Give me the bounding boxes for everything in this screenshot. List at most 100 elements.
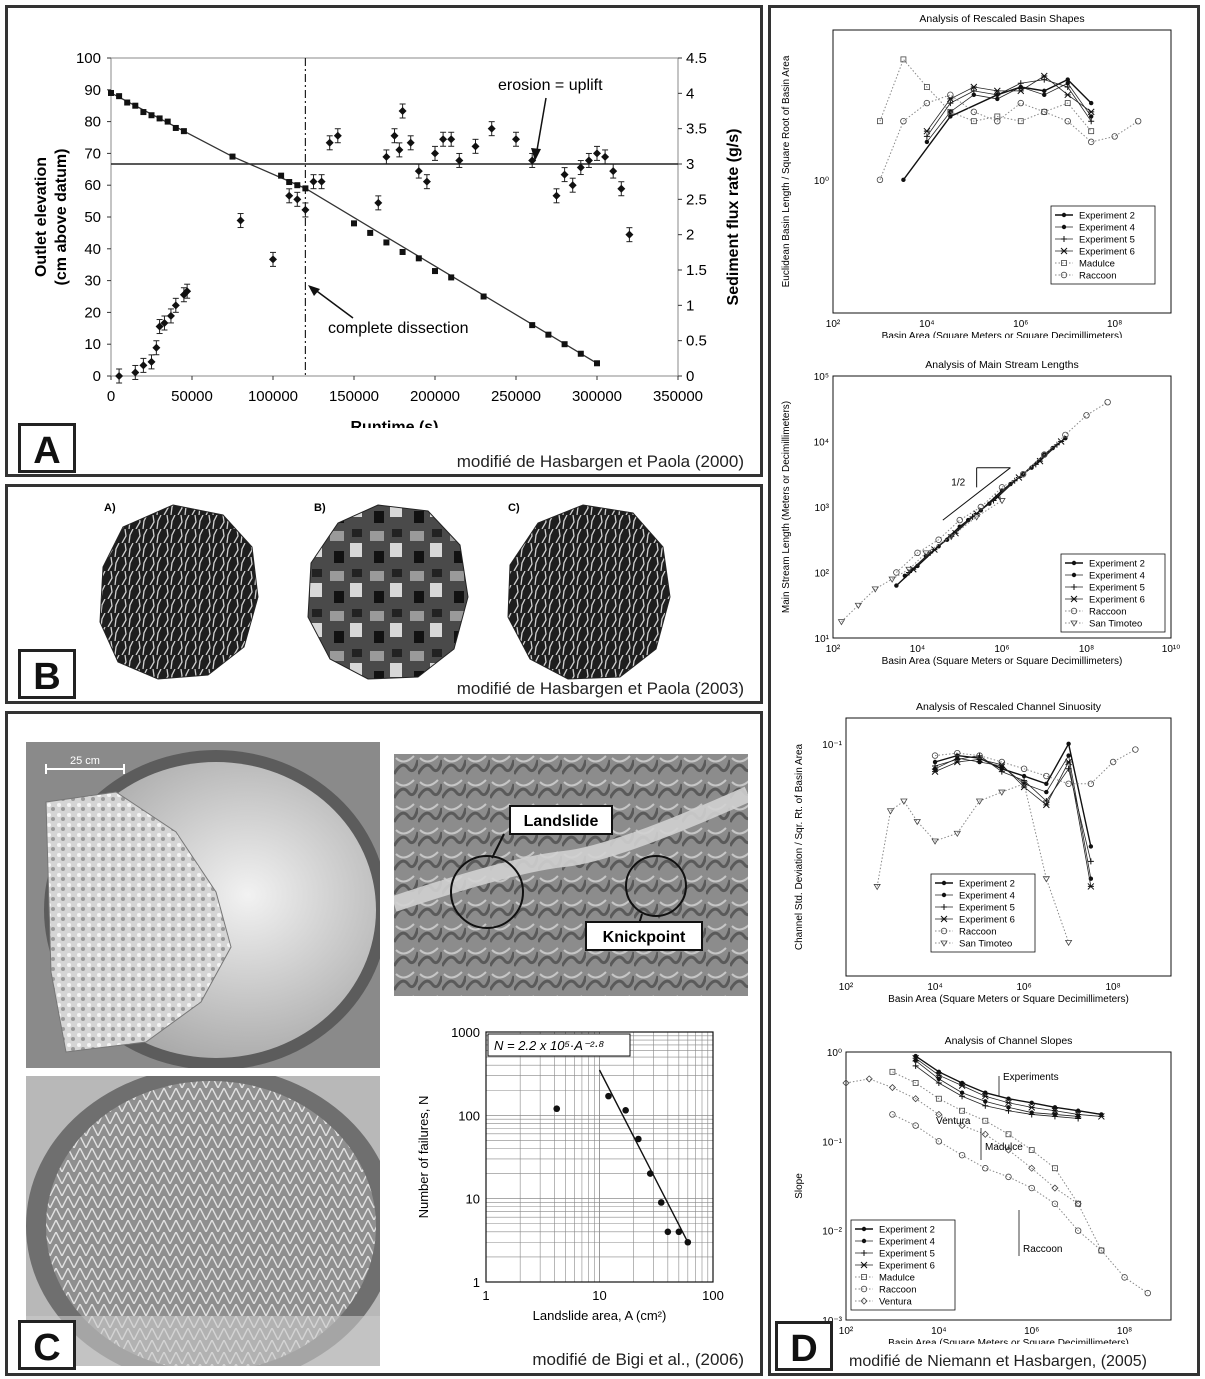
series-point <box>922 550 930 557</box>
series-point <box>889 1111 896 1118</box>
series-point <box>1098 1247 1105 1254</box>
flux-point <box>560 170 569 179</box>
elevation-point <box>132 102 139 109</box>
flux-point <box>601 152 610 161</box>
series-point <box>1063 436 1068 441</box>
series-point <box>1088 128 1095 135</box>
panel-d-credit: modifié de Niemann et Hasbargen, (2005) <box>849 1353 1147 1370</box>
flux-point <box>439 135 448 144</box>
series-line <box>915 1060 1079 1117</box>
series-point <box>1057 438 1065 445</box>
failure-point <box>605 1092 612 1100</box>
series-point <box>1066 741 1071 746</box>
flux-point <box>414 167 423 176</box>
series-point <box>970 83 978 91</box>
series-point <box>1064 117 1071 125</box>
elevation-point <box>294 182 301 189</box>
series-point <box>1040 72 1048 80</box>
elevation-point <box>448 274 455 281</box>
series-point <box>1074 1227 1082 1234</box>
series-point <box>1066 753 1071 758</box>
series-line <box>841 500 1003 622</box>
legend-entry: Raccoon <box>1089 607 1127 618</box>
y-tick-label: 10⁵ <box>814 372 829 383</box>
flux-point <box>568 181 577 190</box>
series-point <box>936 1069 942 1075</box>
flux-point <box>395 145 404 154</box>
elevation-point <box>529 322 536 329</box>
chart-d3: Analysis of Rescaled Channel Sinuosity 10… <box>794 701 1172 1005</box>
dem-label-a: A) <box>104 502 116 514</box>
legend-marker <box>861 1238 867 1244</box>
legend-marker <box>940 927 948 935</box>
flux-point <box>398 107 407 115</box>
panel-b: A) B) C) B modifié de Hasbargen et Paola… <box>5 484 763 704</box>
chart-d1: Analysis of Rescaled Basin Shapes 10² 10⁴ 1… <box>781 13 1172 338</box>
series-point <box>1087 108 1095 116</box>
series-point <box>923 127 931 135</box>
flux-point <box>552 191 561 200</box>
y-tick-label: 10⁻¹ <box>822 740 842 751</box>
series-point <box>966 517 971 523</box>
series-point <box>947 108 954 115</box>
series-point <box>973 510 981 517</box>
flux-point <box>152 343 161 352</box>
series-point <box>947 100 954 107</box>
legend-marker <box>941 904 947 910</box>
series-point <box>1020 781 1028 788</box>
arrowhead-erosion <box>531 148 541 161</box>
legend-entry: Experiment 5 <box>879 1249 935 1260</box>
y-tick-label: 10⁰ <box>827 1048 842 1059</box>
legend-marker <box>860 1297 868 1305</box>
series-point <box>1005 1131 1012 1138</box>
series-line <box>926 75 1092 132</box>
x-tick-label: 1 <box>482 1288 489 1303</box>
series-line <box>934 754 1092 879</box>
series-line <box>879 58 1092 132</box>
panel-a: 0 10 20 30 40 50 60 70 80 90 100 0 0.5 1 1.5 2 2.5 3 3.5 4 4… <box>5 5 763 477</box>
legend-box <box>930 873 1036 953</box>
series-point <box>931 752 939 759</box>
y2-tick-label: 0.5 <box>686 333 707 350</box>
dem-b <box>307 504 469 680</box>
series-point <box>1088 844 1094 849</box>
series-point <box>981 1092 989 1100</box>
y-tick-label: 80 <box>84 114 101 131</box>
series-point <box>1051 1184 1059 1192</box>
series-point <box>923 84 930 90</box>
equation-box <box>487 1033 631 1057</box>
legend-marker <box>861 1250 867 1256</box>
series-point <box>842 1079 850 1087</box>
x-tick-label: 100 <box>702 1288 724 1303</box>
y2-tick-label: 3 <box>686 156 694 173</box>
series-point <box>1064 84 1071 91</box>
plot-frame <box>845 1051 1172 1321</box>
chart-d4: Analysis of Channel Slopes 10² 10⁴ 10⁶ 10⁸Ba… <box>794 1035 1172 1344</box>
series-point <box>923 133 930 140</box>
series-point <box>1005 1107 1012 1114</box>
elevation-point <box>351 220 357 227</box>
flux-point <box>166 311 175 320</box>
series-point <box>1087 883 1095 890</box>
flux-point <box>325 138 334 147</box>
elevation-point <box>229 153 236 160</box>
x-axis-label: Basin Area (Square Meters or Square Deci… <box>882 331 1123 338</box>
x-tick-label: 10⁶ <box>1013 319 1028 330</box>
x-tick-label: 10⁶ <box>1024 1326 1039 1337</box>
plot-frame <box>832 375 1172 639</box>
y-tick-label: 10⁻¹ <box>822 1137 842 1148</box>
y-tick-label: 10² <box>815 569 830 580</box>
legend-marker <box>860 1261 868 1269</box>
series-point <box>1064 91 1072 99</box>
series-point <box>912 1095 920 1103</box>
legend-entry: Raccoon <box>959 927 997 938</box>
series-point <box>935 1079 942 1086</box>
annotation-complete-dissection: complete dissection <box>328 320 469 337</box>
series-point <box>971 92 977 98</box>
elevation-point <box>367 229 374 236</box>
y2-tick-label: 1 <box>686 297 694 314</box>
series-point <box>982 1117 989 1124</box>
series-point <box>1109 758 1117 766</box>
series-point <box>998 758 1006 766</box>
x-axis-label: Basin Area (Square Meters or Square Deci… <box>888 994 1129 1005</box>
